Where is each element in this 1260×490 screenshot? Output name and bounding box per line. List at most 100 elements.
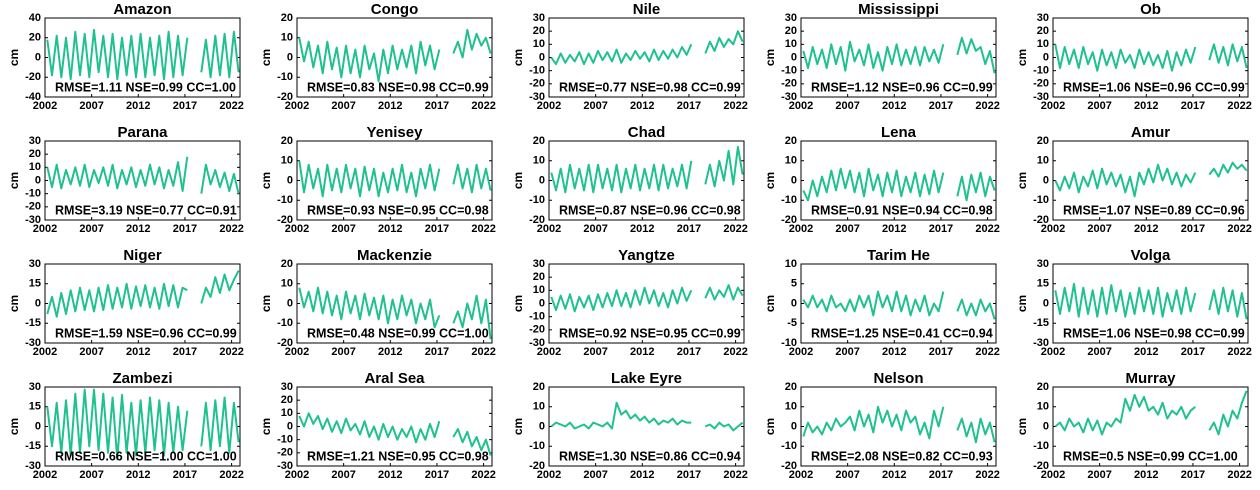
x-tick-label: 2017 [1181, 346, 1205, 358]
metrics-annotation: RMSE=0.5 NSE=0.99 CC=1.00 [1063, 449, 1238, 463]
y-tick-label: 0 [35, 297, 41, 309]
plot-frame [44, 17, 241, 98]
y-tick-label: 20 [1037, 381, 1049, 393]
plot-frame [800, 140, 997, 221]
y-tick-label: -20 [277, 337, 293, 349]
y-tick-label: 20 [281, 135, 293, 147]
y-tick-label: -20 [25, 201, 41, 213]
panel: Nelson cm -20 -10 0 10 20 2002 2007 2012 2017 2022 R… [763, 370, 1000, 481]
series-line [46, 156, 240, 194]
x-tick-label: 2017 [173, 223, 197, 235]
metrics-annotation: RMSE=1.30 NSE=0.86 CC=0.94 [559, 449, 741, 463]
x-tick-label: 2012 [378, 223, 402, 235]
panel: Niger cm -30 -15 0 15 30 2002 2007 2012 2017 2022 RM… [7, 247, 244, 358]
y-tick-label: 30 [533, 12, 545, 24]
metrics-annotation: RMSE=1.25 NSE=0.41 CC=0.94 [811, 326, 993, 340]
metrics-annotation: RMSE=0.91 NSE=0.94 CC=0.98 [811, 203, 993, 217]
y-tick-label: 20 [29, 148, 41, 160]
y-tick-label: 20 [785, 135, 797, 147]
panel-title: Mackenzie [357, 247, 432, 264]
y-tick-label: -10 [277, 317, 293, 329]
x-tick-label: 2002 [537, 100, 561, 112]
metrics-annotation: RMSE=1.06 NSE=0.98 CC=0.99 [1063, 326, 1245, 340]
panel: Yenisey cm -20 -10 0 10 20 2002 2007 2012 2017 2022… [259, 124, 496, 235]
y-tick-label: -10 [529, 311, 545, 323]
y-tick-label: 0 [35, 420, 41, 432]
y-tick-label: -10 [529, 194, 545, 206]
panel-title: Murray [1125, 370, 1176, 387]
x-tick-label: 2017 [1181, 223, 1205, 235]
y-tick-label: -20 [781, 78, 797, 90]
x-tick-label: 2022 [219, 100, 243, 112]
y-tick-label: 10 [1037, 38, 1049, 50]
metrics-annotation: RMSE=1.06 NSE=0.96 CC=0.99 [1063, 80, 1245, 94]
plot-frame [296, 17, 493, 98]
x-tick-label: 2012 [378, 100, 402, 112]
y-tick-label: -20 [529, 460, 545, 472]
metrics-annotation: RMSE=0.83 NSE=0.98 CC=0.99 [307, 80, 489, 94]
y-tick-label: -20 [781, 460, 797, 472]
x-tick-label: 2002 [537, 469, 561, 481]
x-tick-label: 2022 [975, 100, 999, 112]
plot-frame [548, 140, 745, 221]
x-tick-label: 2002 [1041, 469, 1065, 481]
y-tick-label: -15 [25, 440, 41, 452]
x-tick-label: 2022 [975, 469, 999, 481]
y-axis-label: cm [7, 49, 21, 66]
x-tick-label: 2017 [929, 223, 953, 235]
x-tick-label: 2012 [630, 100, 654, 112]
metrics-annotation: RMSE=1.07 NSE=0.89 CC=0.96 [1063, 203, 1245, 217]
x-tick-label: 2007 [79, 346, 103, 358]
plot-frame [296, 386, 493, 467]
panel-title: Ob [1140, 1, 1161, 18]
y-tick-label: 0 [35, 174, 41, 186]
x-tick-label: 2017 [929, 346, 953, 358]
y-tick-label: 20 [281, 394, 293, 406]
y-tick-label: -30 [1033, 91, 1049, 103]
series-line [550, 145, 744, 194]
x-tick-label: 2022 [471, 100, 495, 112]
y-axis-label: cm [763, 295, 777, 312]
x-tick-label: 2012 [630, 346, 654, 358]
panel-title: Tarim He [867, 247, 930, 264]
metrics-annotation: RMSE=0.92 NSE=0.95 CC=0.99 [559, 326, 741, 340]
y-tick-label: -20 [1033, 460, 1049, 472]
y-tick-label: 0 [1043, 174, 1049, 186]
series-line [550, 284, 744, 313]
x-tick-label: 2012 [126, 346, 150, 358]
y-tick-label: -30 [529, 91, 545, 103]
x-tick-label: 2002 [1041, 346, 1065, 358]
plot-frame [800, 263, 997, 344]
y-tick-label: -20 [1033, 214, 1049, 226]
plot-frame [1052, 263, 1249, 344]
x-tick-label: 2002 [33, 223, 57, 235]
metrics-annotation: RMSE=1.21 NSE=0.95 CC=0.98 [307, 449, 489, 463]
y-tick-label: 0 [1043, 297, 1049, 309]
panel: Lena cm -20 -10 0 10 20 2002 2007 2012 2017 2022 RMS… [763, 124, 1000, 235]
y-tick-label: 0 [791, 174, 797, 186]
y-tick-label: -20 [1033, 78, 1049, 90]
y-axis-label: cm [259, 295, 273, 312]
x-tick-label: 2007 [835, 346, 859, 358]
y-tick-label: -20 [529, 78, 545, 90]
x-tick-label: 2002 [285, 346, 309, 358]
y-tick-label: 20 [29, 32, 41, 44]
y-tick-label: -30 [25, 460, 41, 472]
x-tick-label: 2012 [630, 469, 654, 481]
panel: Amur cm -20 -10 0 10 20 2002 2007 2012 2017 2022 RMS… [1015, 124, 1252, 235]
y-axis-label: cm [1015, 418, 1029, 435]
y-tick-label: 10 [533, 38, 545, 50]
series-line [298, 28, 492, 83]
y-tick-label: 0 [287, 420, 293, 432]
panel-title: Niger [123, 247, 162, 264]
y-tick-label: -30 [277, 460, 293, 472]
x-tick-label: 2007 [835, 100, 859, 112]
y-tick-label: -20 [529, 214, 545, 226]
x-tick-label: 2017 [425, 469, 449, 481]
y-tick-label: 0 [791, 51, 797, 63]
x-tick-label: 2007 [583, 346, 607, 358]
